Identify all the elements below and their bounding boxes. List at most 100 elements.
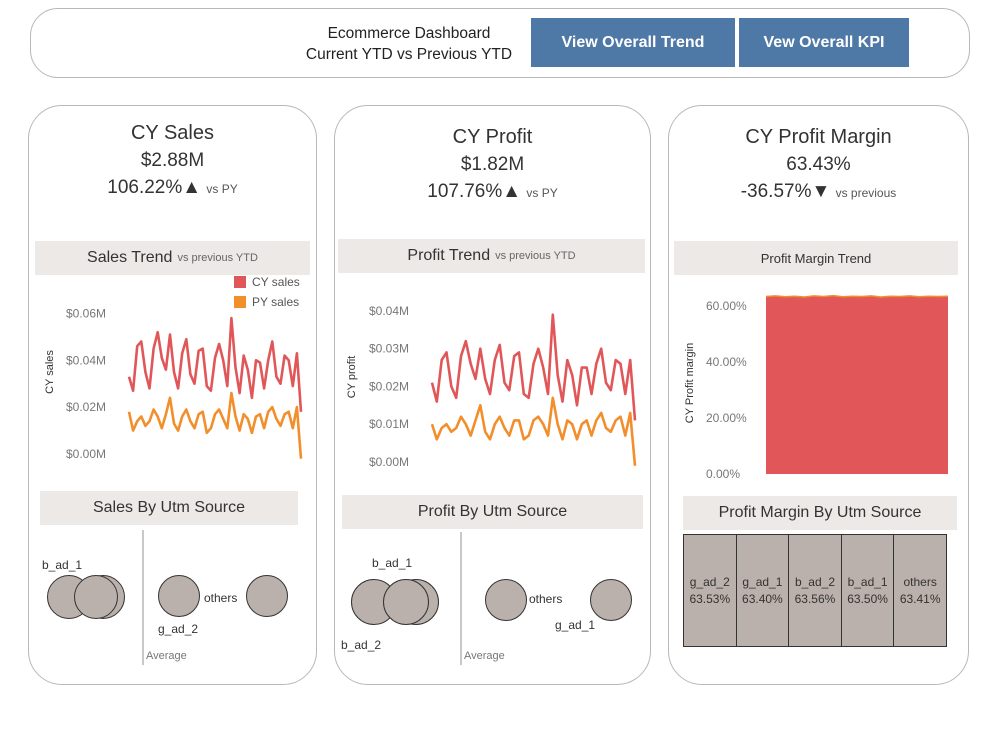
sales-delta-value: 106.22% bbox=[107, 177, 183, 198]
profit-kpi-value: $1.82M bbox=[460, 154, 525, 175]
series-line-py-profit[interactable] bbox=[430, 396, 637, 466]
margin-cell-source: others bbox=[903, 574, 937, 589]
profit-trend-chart[interactable]: CY profit $0.00M $0.01M $0.02M $0.03M $0.04M bbox=[335, 278, 651, 468]
profit-kpi-delta: 107.76%▲ vs PY bbox=[335, 181, 650, 203]
margin-cell-g-ad-1[interactable]: g_ad_1 63.40% bbox=[735, 534, 790, 647]
margin-delta-value: -36.57% bbox=[740, 181, 812, 202]
dashboard-title-line2: Current YTD vs Previous YTD bbox=[305, 46, 513, 63]
margin-trend-title: Profit Margin Trend bbox=[760, 250, 872, 266]
dashboard-header: Ecommerce Dashboard Current YTD vs Previ… bbox=[30, 8, 970, 78]
y-tick-label: 60.00% bbox=[706, 299, 747, 313]
view-overall-kpi-button[interactable]: Vew Overall KPI bbox=[739, 18, 909, 67]
y-tick-label: $0.03M bbox=[369, 342, 409, 356]
bubble[interactable] bbox=[74, 575, 118, 619]
margin-cell-g-ad-2[interactable]: g_ad_2 63.53% bbox=[683, 534, 737, 647]
profit-trend-subtitle: vs previous YTD bbox=[495, 250, 576, 262]
profit-card: CY Profit $1.82M 107.76%▲ vs PY Profit T… bbox=[334, 105, 651, 685]
bubble-label: g_ad_2 bbox=[158, 622, 199, 636]
margin-trend-chart[interactable]: CY Profit margin 0.00% 20.00% 40.00% 60.00% bbox=[669, 278, 969, 483]
margin-cell-source: g_ad_1 bbox=[742, 574, 783, 589]
bubble-label: b_ad_2 bbox=[341, 638, 382, 652]
y-tick-label: $0.04M bbox=[66, 353, 106, 367]
profit-trend-header: Profit Trend vs previous YTD bbox=[338, 239, 645, 273]
legend-cy-label: CY sales bbox=[252, 275, 300, 289]
bubble-label: others bbox=[204, 591, 238, 605]
margin-cell-source: g_ad_2 bbox=[689, 574, 730, 589]
y-tick-label: $0.02M bbox=[66, 400, 106, 414]
average-label: Average bbox=[146, 650, 187, 662]
y-axis-label: CY sales bbox=[44, 350, 56, 394]
sales-utm-header: Sales By Utm Source bbox=[40, 491, 298, 525]
sales-card: CY Sales $2.88M 106.22%▲ vs PY Sales Tre… bbox=[28, 105, 317, 685]
profit-delta-value: 107.76% bbox=[427, 181, 503, 202]
profit-vs-label: vs PY bbox=[526, 186, 558, 200]
y-tick-label: $0.04M bbox=[369, 304, 409, 318]
profit-trend-title: Profit Trend bbox=[407, 247, 491, 264]
dashboard-title-line1: Ecommerce Dashboard bbox=[327, 25, 491, 42]
margin-cell-value: 63.40% bbox=[742, 591, 783, 606]
profit-kpi-title: CY Profit bbox=[452, 126, 533, 148]
series-line-py-sales[interactable] bbox=[127, 391, 303, 459]
margin-area[interactable] bbox=[766, 295, 948, 474]
bubble[interactable] bbox=[158, 575, 200, 617]
margin-kpi-value: 63.43% bbox=[786, 154, 851, 175]
y-tick-label: $0.01M bbox=[369, 417, 409, 431]
margin-kpi-delta: -36.57%▼ vs previous bbox=[669, 181, 968, 203]
margin-line[interactable] bbox=[765, 294, 949, 298]
margin-cell-b-ad-1[interactable]: b_ad_1 63.50% bbox=[840, 534, 895, 647]
dashboard-title: Ecommerce Dashboard Current YTD vs Previ… bbox=[269, 23, 549, 65]
y-tick-label: 20.00% bbox=[706, 411, 747, 425]
up-triangle-icon: ▲ bbox=[182, 177, 202, 198]
legend-cy-sales: CY sales bbox=[234, 275, 300, 289]
series-line-cy-profit[interactable] bbox=[430, 313, 637, 421]
sales-trend-chart[interactable]: CY sales $0.00M $0.02M $0.04M $0.06M bbox=[29, 278, 317, 468]
up-triangle-icon: ▲ bbox=[502, 181, 522, 202]
legend-py-sales: PY sales bbox=[234, 295, 299, 309]
y-tick-label: $0.00M bbox=[369, 455, 409, 468]
margin-cell-others[interactable]: others 63.41% bbox=[893, 534, 947, 647]
y-tick-label: $0.02M bbox=[369, 379, 409, 393]
y-tick-label: $0.00M bbox=[66, 447, 106, 461]
y-tick-label: 0.00% bbox=[706, 467, 740, 481]
sales-trend-header: Sales Trend vs previous YTD bbox=[35, 241, 310, 275]
bubble[interactable] bbox=[383, 579, 429, 625]
sales-kpi-title: CY Sales bbox=[130, 122, 214, 144]
margin-trend-header: Profit Margin Trend bbox=[674, 241, 958, 275]
bubble[interactable] bbox=[485, 579, 527, 621]
cy-swatch bbox=[234, 276, 246, 288]
series-line-cy-sales[interactable] bbox=[127, 316, 303, 412]
margin-cell-source: b_ad_1 bbox=[847, 574, 888, 589]
average-label: Average bbox=[464, 650, 505, 662]
margin-cell-value: 63.56% bbox=[794, 591, 836, 606]
legend-py-label: PY sales bbox=[252, 295, 300, 309]
y-axis-label: CY Profit margin bbox=[684, 343, 696, 424]
profit-utm-header: Profit By Utm Source bbox=[342, 495, 643, 529]
sales-vs-label: vs PY bbox=[206, 182, 238, 196]
bubble-label: b_ad_1 bbox=[372, 556, 413, 570]
average-divider bbox=[142, 530, 144, 665]
sales-trend-title: Sales Trend bbox=[87, 249, 173, 266]
margin-kpi-title: CY Profit Margin bbox=[745, 126, 892, 148]
sales-kpi-value: $2.88M bbox=[140, 150, 205, 171]
bubble-label: others bbox=[529, 592, 563, 606]
bubble[interactable] bbox=[246, 575, 288, 617]
profit-margin-card: CY Profit Margin 63.43% -36.57%▼ vs prev… bbox=[668, 105, 969, 685]
margin-cell-value: 63.50% bbox=[847, 591, 888, 606]
bubble[interactable] bbox=[590, 579, 632, 621]
margin-utm-table: g_ad_2 63.53% g_ad_1 63.40% b_ad_2 63.56% b_ad… bbox=[683, 534, 947, 647]
y-tick-label: 40.00% bbox=[706, 355, 747, 369]
margin-utm-header: Profit Margin By Utm Source bbox=[683, 496, 957, 530]
margin-vs-label: vs previous bbox=[835, 186, 897, 200]
y-tick-label: $0.06M bbox=[66, 306, 106, 320]
margin-cell-value: 63.41% bbox=[899, 591, 941, 606]
view-overall-trend-button[interactable]: View Overall Trend bbox=[531, 18, 735, 67]
bubble-label: g_ad_1 bbox=[555, 618, 596, 632]
margin-cell-b-ad-2[interactable]: b_ad_2 63.56% bbox=[788, 534, 842, 647]
sales-trend-subtitle: vs previous YTD bbox=[177, 252, 258, 264]
y-axis-label: CY profit bbox=[346, 356, 358, 399]
margin-cell-source: b_ad_2 bbox=[794, 574, 835, 589]
down-triangle-icon: ▼ bbox=[811, 181, 831, 202]
profit-utm-title: Profit By Utm Source bbox=[417, 503, 568, 520]
margin-utm-title: Profit Margin By Utm Source bbox=[718, 504, 922, 521]
average-divider bbox=[460, 532, 462, 665]
